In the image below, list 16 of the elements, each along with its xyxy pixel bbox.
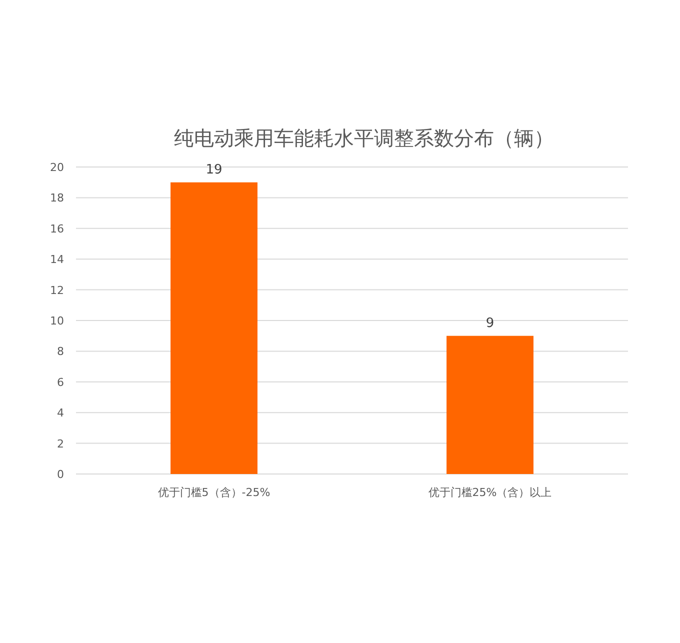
y-tick-label: 14 (50, 253, 64, 266)
y-tick-label: 16 (50, 222, 64, 236)
y-tick-label: 2 (57, 437, 64, 450)
x-tick-label: 优于门槛25%（含）以上 (428, 486, 552, 499)
y-tick-label: 12 (50, 284, 64, 297)
x-tick-label: 优于门槛5（含）-25% (158, 486, 270, 499)
y-tick-label: 20 (50, 161, 64, 174)
y-tick-label: 8 (57, 345, 64, 358)
y-tick-label: 4 (57, 406, 64, 420)
data-label: 9 (486, 316, 494, 331)
data-label: 19 (206, 162, 222, 178)
y-tick-label: 10 (50, 314, 64, 328)
chart-title: 纯电动乘用车能耗水平调整系数分布（辆） (174, 126, 554, 150)
y-tick-label: 18 (50, 192, 64, 205)
y-tick-label: 0 (57, 468, 64, 481)
y-tick-label: 6 (57, 376, 64, 389)
